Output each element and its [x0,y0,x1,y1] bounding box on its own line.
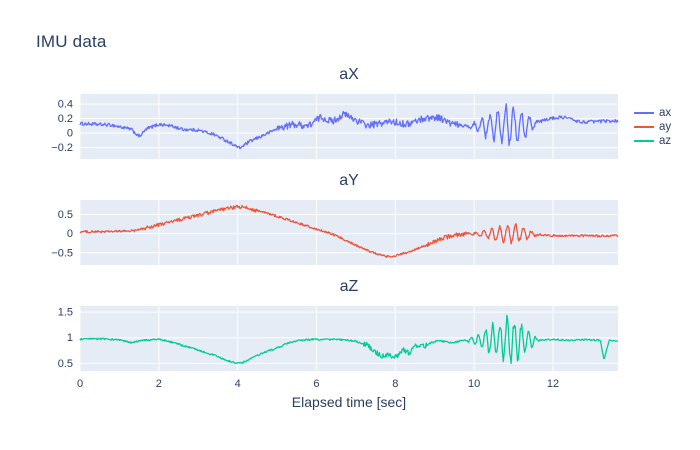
ax-plot[interactable]: 0.4 0.2 0 −0.2 [34,94,624,161]
y-tick-label: 1 [67,332,73,344]
legend-line-icon [634,126,654,128]
x-tick-label: 10 [468,378,480,390]
legend-label: az [659,135,672,147]
y-tick-label: −0.5 [51,247,73,259]
ax-series-line[interactable] [79,103,619,150]
x-axis-title: Elapsed time [sec] [291,394,407,410]
y-tick-label: 0 [67,128,73,140]
plot-background [80,306,618,371]
y-tick-label: 0.2 [58,113,73,125]
x-tick-label: 2 [156,378,162,390]
y-tick-label: −0.2 [51,142,73,154]
y-tick-label: 1.5 [58,307,73,319]
ay-series-line[interactable] [79,204,619,258]
legend-label: ay [659,121,672,133]
y-tick-label: 0 [67,228,73,240]
x-tick-label: 4 [235,378,241,390]
x-tick-label: 0 [77,378,83,390]
y-tick-label: 0.5 [58,209,73,221]
az-series-line[interactable] [79,314,619,365]
legend-entry-ax[interactable]: ax [634,106,671,120]
legend-entry-ay[interactable]: ay [634,120,671,134]
ay-plot[interactable]: 0.5 0 −0.5 [34,200,624,267]
legend-entry-az[interactable]: az [634,134,671,148]
plot-background [80,200,618,265]
y-tick-label: 0.5 [58,358,73,370]
az-plot[interactable]: 1.5 1 0.5 0 2 4 6 8 10 12 [34,306,624,395]
x-tick-label: 12 [547,378,559,390]
legend-line-icon [634,140,654,142]
x-tick-label: 8 [392,378,398,390]
x-tick-label: 6 [313,378,319,390]
legend-label: ax [659,107,672,119]
subplot-title-az: aZ [339,278,359,295]
page-title: IMU data [36,32,107,51]
legend-line-icon [634,112,654,114]
subplot-title-ax: aX [339,66,359,83]
legend: ax ay az [634,106,671,148]
subplot-title-ay: aY [339,172,359,189]
y-tick-label: 0.4 [58,99,73,111]
